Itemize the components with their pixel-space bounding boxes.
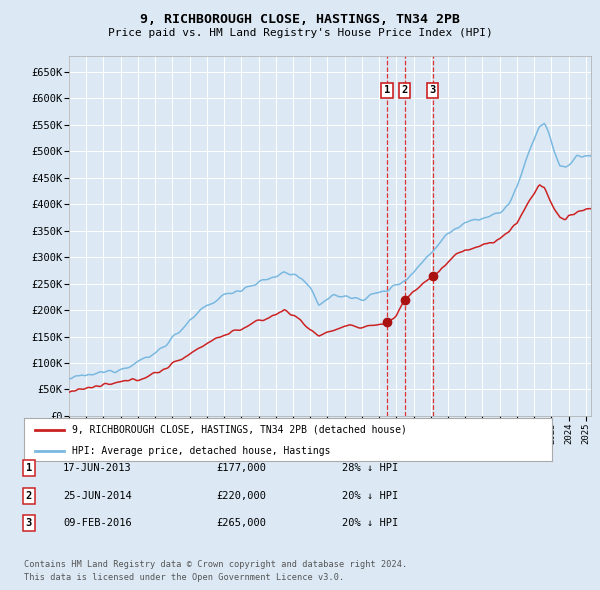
Text: £177,000: £177,000: [216, 463, 266, 473]
Text: This data is licensed under the Open Government Licence v3.0.: This data is licensed under the Open Gov…: [24, 572, 344, 582]
Text: £220,000: £220,000: [216, 491, 266, 500]
Text: 09-FEB-2016: 09-FEB-2016: [63, 519, 132, 528]
Text: 9, RICHBOROUGH CLOSE, HASTINGS, TN34 2PB (detached house): 9, RICHBOROUGH CLOSE, HASTINGS, TN34 2PB…: [71, 425, 406, 435]
Text: 3: 3: [26, 519, 32, 528]
Text: 2: 2: [26, 491, 32, 500]
Text: 20% ↓ HPI: 20% ↓ HPI: [342, 519, 398, 528]
Text: Contains HM Land Registry data © Crown copyright and database right 2024.: Contains HM Land Registry data © Crown c…: [24, 560, 407, 569]
Text: 2: 2: [401, 85, 408, 95]
Text: 17-JUN-2013: 17-JUN-2013: [63, 463, 132, 473]
Text: 1: 1: [26, 463, 32, 473]
Text: 25-JUN-2014: 25-JUN-2014: [63, 491, 132, 500]
Text: 1: 1: [384, 85, 390, 95]
Text: Price paid vs. HM Land Registry's House Price Index (HPI): Price paid vs. HM Land Registry's House …: [107, 28, 493, 38]
Text: 9, RICHBOROUGH CLOSE, HASTINGS, TN34 2PB: 9, RICHBOROUGH CLOSE, HASTINGS, TN34 2PB: [140, 13, 460, 26]
Text: HPI: Average price, detached house, Hastings: HPI: Average price, detached house, Hast…: [71, 445, 330, 455]
Text: 28% ↓ HPI: 28% ↓ HPI: [342, 463, 398, 473]
Text: 20% ↓ HPI: 20% ↓ HPI: [342, 491, 398, 500]
Text: £265,000: £265,000: [216, 519, 266, 528]
Text: 3: 3: [430, 85, 436, 95]
